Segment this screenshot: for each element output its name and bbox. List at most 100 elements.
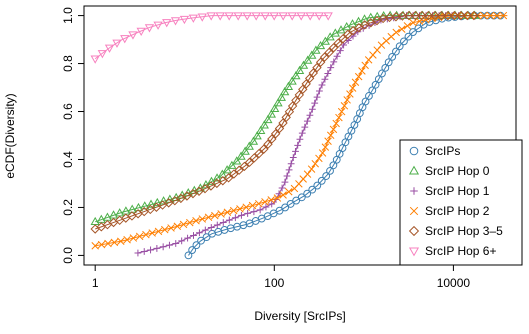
data-point [250, 208, 258, 216]
data-point [289, 154, 297, 161]
data-point [249, 153, 259, 163]
data-point [91, 242, 99, 250]
data-point [305, 12, 315, 21]
data-point [292, 148, 299, 155]
legend-item: SrcIP Hop 0 [408, 164, 490, 178]
data-point [172, 240, 180, 247]
data-point [259, 144, 269, 154]
data-point [381, 63, 390, 72]
data-point [188, 246, 197, 254]
data-point [140, 201, 150, 210]
x-tick-label: 100 [264, 276, 284, 290]
legend-label: SrcIP Hop 6+ [425, 244, 496, 258]
data-point [134, 249, 142, 257]
data-point [382, 37, 391, 45]
data-point [332, 119, 340, 128]
data-point [152, 197, 162, 207]
data-point [297, 193, 306, 202]
data-point [129, 234, 138, 242]
data-point [327, 64, 335, 72]
series-layer [90, 10, 508, 260]
legend-item: SrcIP Hop 6+ [408, 244, 496, 258]
data-point [242, 12, 252, 21]
data-point [287, 160, 295, 168]
data-point [294, 90, 305, 100]
data-point [278, 118, 288, 128]
data-point [404, 10, 414, 21]
data-point [197, 13, 207, 22]
data-point [361, 61, 369, 70]
data-point [359, 14, 370, 23]
data-point [207, 224, 215, 231]
data-point [348, 84, 357, 92]
data-point [104, 239, 112, 248]
y-tick-label: 1.0 [61, 7, 75, 24]
data-point [499, 11, 508, 20]
data-point [254, 148, 264, 159]
data-point [365, 92, 373, 100]
data-point [112, 39, 122, 48]
data-point [186, 218, 194, 227]
data-point [274, 123, 285, 134]
data-point [294, 65, 305, 74]
data-point [294, 141, 302, 149]
data-point [296, 12, 306, 21]
data-point [303, 189, 312, 198]
data-point [263, 114, 273, 124]
data-point [262, 203, 270, 211]
data-point [184, 234, 191, 242]
data-point [280, 87, 290, 96]
data-point [190, 232, 197, 239]
data-point [333, 38, 343, 48]
data-point [443, 10, 453, 21]
data-point [315, 154, 323, 163]
data-point [162, 19, 172, 28]
data-point [330, 58, 338, 66]
data-point [201, 226, 209, 234]
series-4 [91, 11, 508, 250]
data-point [261, 198, 269, 206]
data-point [198, 215, 207, 223]
data-point [229, 206, 238, 215]
data-point [170, 17, 181, 26]
data-point [273, 98, 283, 107]
data-point [392, 47, 400, 56]
data-point [354, 72, 363, 81]
data-point [333, 52, 341, 60]
data-point [167, 224, 175, 232]
data-point [395, 42, 404, 51]
data-point [315, 57, 326, 67]
data-point [311, 159, 319, 168]
data-point [311, 99, 319, 107]
data-point [400, 37, 408, 46]
data-point [188, 14, 198, 23]
data-point [90, 55, 100, 64]
data-point [144, 24, 155, 33]
data-point [202, 233, 211, 242]
data-point [104, 44, 115, 53]
data-point [276, 92, 287, 101]
y-tick-label: 0.8 [61, 55, 75, 72]
plot-frame [83, 5, 517, 266]
data-point [244, 210, 252, 217]
data-point [384, 58, 393, 67]
data-point [317, 176, 326, 185]
data-point [462, 10, 473, 21]
data-point [303, 170, 312, 178]
data-point [324, 47, 334, 58]
data-point [318, 81, 326, 89]
data-point [329, 125, 338, 134]
legend-item: SrcIP Hop 2 [409, 204, 490, 218]
data-point [283, 172, 291, 180]
data-point [236, 151, 246, 160]
data-point [244, 141, 254, 150]
data-point [303, 55, 313, 64]
data-point [238, 211, 245, 219]
data-point [281, 178, 289, 186]
data-point [278, 184, 286, 192]
data-point [260, 12, 270, 21]
data-point [196, 229, 203, 237]
data-point [120, 35, 130, 44]
data-point [322, 172, 331, 180]
